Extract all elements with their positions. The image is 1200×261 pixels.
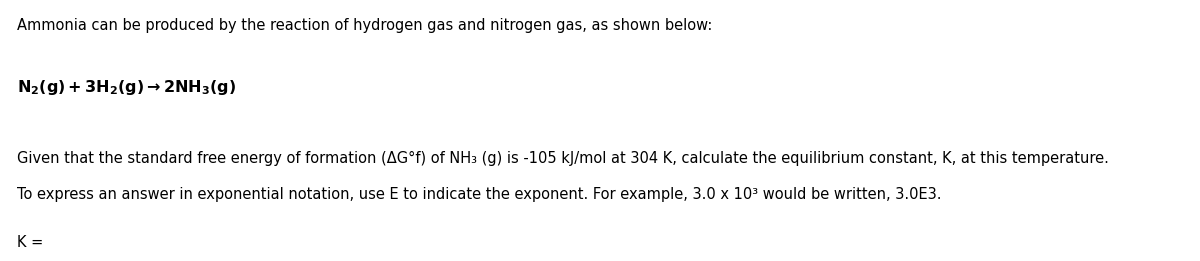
Text: $\mathbf{N_2(g) + 3H_2(g) \rightarrow 2NH_3(g)}$: $\mathbf{N_2(g) + 3H_2(g) \rightarrow 2N… <box>17 78 236 97</box>
Text: K =: K = <box>17 235 43 250</box>
Text: Ammonia can be produced by the reaction of hydrogen gas and nitrogen gas, as sho: Ammonia can be produced by the reaction … <box>17 18 712 33</box>
Text: To express an answer in exponential notation, use E to indicate the exponent. Fo: To express an answer in exponential nota… <box>17 187 941 201</box>
Text: Given that the standard free energy of formation (ΔG°f) of NH₃ (g) is -105 kJ/mo: Given that the standard free energy of f… <box>17 151 1109 167</box>
